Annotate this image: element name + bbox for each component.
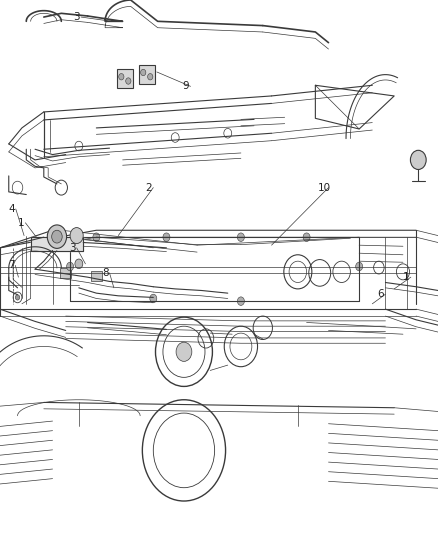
- Circle shape: [75, 259, 83, 269]
- Circle shape: [52, 230, 62, 243]
- Circle shape: [163, 233, 170, 241]
- Circle shape: [93, 233, 100, 241]
- Circle shape: [356, 262, 363, 271]
- Circle shape: [126, 78, 131, 84]
- Text: 1: 1: [403, 272, 410, 282]
- Circle shape: [176, 342, 192, 361]
- Text: 3: 3: [73, 12, 80, 22]
- Text: 7: 7: [7, 261, 14, 270]
- Text: 1: 1: [18, 218, 25, 228]
- Polygon shape: [31, 237, 83, 251]
- Circle shape: [237, 297, 244, 305]
- Bar: [60, 268, 71, 278]
- Circle shape: [148, 74, 153, 80]
- Circle shape: [67, 262, 74, 271]
- Circle shape: [119, 74, 124, 80]
- Text: 8: 8: [102, 268, 109, 278]
- Circle shape: [410, 150, 426, 169]
- Bar: [139, 65, 155, 84]
- Text: 3: 3: [69, 243, 76, 253]
- Circle shape: [303, 233, 310, 241]
- Bar: [91, 271, 102, 281]
- Circle shape: [141, 69, 146, 76]
- Bar: [117, 69, 133, 88]
- Circle shape: [47, 225, 67, 248]
- Circle shape: [237, 233, 244, 241]
- Circle shape: [15, 295, 20, 300]
- Text: 2: 2: [145, 183, 152, 192]
- Text: 4: 4: [8, 204, 15, 214]
- Text: 9: 9: [183, 82, 190, 91]
- Text: 6: 6: [378, 289, 385, 299]
- Text: 10: 10: [318, 183, 331, 192]
- Circle shape: [70, 228, 83, 244]
- Circle shape: [150, 294, 157, 303]
